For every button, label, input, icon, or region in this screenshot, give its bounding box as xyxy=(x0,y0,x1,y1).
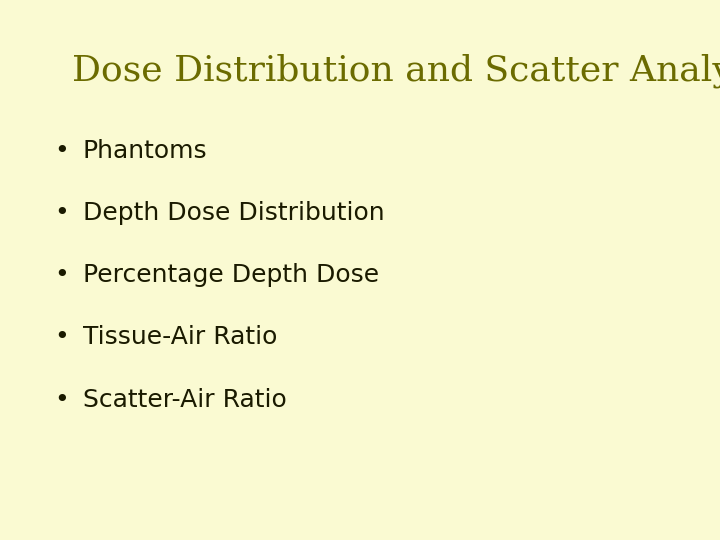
Text: Phantoms: Phantoms xyxy=(83,139,207,163)
Text: Depth Dose Distribution: Depth Dose Distribution xyxy=(83,201,384,225)
Text: Percentage Depth Dose: Percentage Depth Dose xyxy=(83,264,379,287)
Text: Scatter-Air Ratio: Scatter-Air Ratio xyxy=(83,388,287,411)
Text: •: • xyxy=(54,388,68,411)
Text: •: • xyxy=(54,139,68,163)
Text: Tissue-Air Ratio: Tissue-Air Ratio xyxy=(83,326,277,349)
Text: •: • xyxy=(54,326,68,349)
Text: •: • xyxy=(54,264,68,287)
Text: Dose Distribution and Scatter Analysis: Dose Distribution and Scatter Analysis xyxy=(72,54,720,89)
Text: •: • xyxy=(54,201,68,225)
